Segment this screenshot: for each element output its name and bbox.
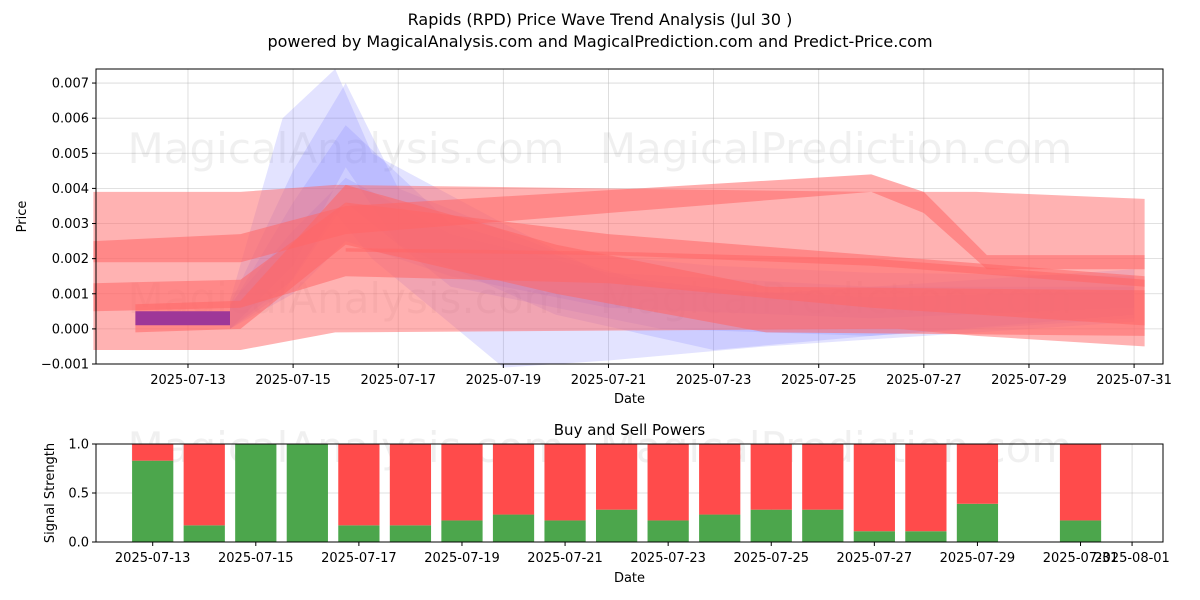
buy-bar (1059, 520, 1102, 542)
x-axis-label: Date (614, 392, 645, 407)
y-tick-label: 0.006 (52, 112, 89, 127)
buy-bar (905, 531, 947, 542)
buy-bar (235, 444, 277, 542)
x-tick-label: 2025-07-23 (676, 373, 752, 388)
sell-bar (183, 444, 225, 526)
x-tick-label: 2025-07-19 (424, 551, 500, 566)
y-tick-label: 0.002 (52, 252, 89, 267)
buy-bar (544, 520, 586, 542)
x-tick-label: 2025-07-15 (255, 373, 331, 388)
chart-title: Rapids (RPD) Price Wave Trend Analysis (… (407, 10, 793, 29)
buy-bar (441, 520, 483, 542)
y-axis-label: Price (15, 201, 30, 233)
sell-bar (699, 444, 741, 515)
sell-bar (956, 444, 999, 504)
buy-bar (699, 514, 741, 542)
sell-bar (544, 444, 586, 521)
x-tick-label: 2025-07-13 (150, 373, 226, 388)
buy-bar (802, 509, 844, 542)
y-tick-label: 0.005 (52, 147, 89, 162)
x-tick-label: 2025-07-31 (1096, 373, 1172, 388)
sell-bar (647, 444, 689, 521)
buy-bar (132, 460, 174, 542)
watermark-text: MagicalAnalysis.com (128, 124, 565, 173)
sell-bar (389, 444, 432, 526)
buy-bar (595, 509, 638, 542)
x-tick-label: 2025-08-01 (1094, 551, 1170, 566)
y-tick-label: 0.0 (68, 536, 89, 551)
y-tick-label: 0.004 (52, 182, 89, 197)
x-tick-label: 2025-07-15 (218, 551, 294, 566)
price-wave-chart: MagicalAnalysis.com MagicalPrediction.com… (15, 68, 1172, 407)
chart-subtitle: powered by MagicalAnalysis.com and Magic… (267, 32, 933, 51)
sell-bar (595, 444, 638, 510)
sell-bar (750, 444, 792, 510)
red-wave-band (135, 184, 1145, 336)
x-tick-label: 2025-07-29 (991, 373, 1067, 388)
y-tick-label: 0.003 (52, 217, 89, 232)
y-tick-label: 0.5 (68, 487, 89, 502)
x-tick-label: 2025-07-17 (321, 551, 397, 566)
y-axis-label: Signal Strength (43, 443, 58, 543)
sell-bar (905, 444, 947, 532)
buy-bar (183, 525, 225, 542)
sell-bar (132, 444, 174, 461)
y-tick-label: 1.0 (68, 438, 89, 453)
buy-bar (853, 531, 895, 542)
sell-bar (853, 444, 895, 532)
x-tick-label: 2025-07-29 (940, 551, 1016, 566)
buy-bar (956, 503, 999, 542)
x-tick-label: 2025-07-23 (630, 551, 706, 566)
red-wave-band (93, 174, 1145, 270)
buy-bar (338, 525, 380, 542)
sell-bar (802, 444, 844, 510)
x-axis-label: Date (614, 571, 645, 586)
watermark-text: MagicalPrediction.com (600, 124, 1073, 173)
y-tick-label: 0.000 (52, 322, 89, 337)
sell-bar (492, 444, 535, 515)
buy-sell-title: Buy and Sell Powers (554, 421, 706, 439)
y-tick-label: 0.001 (52, 287, 89, 302)
x-tick-label: 2025-07-25 (781, 373, 857, 388)
sell-bar (441, 444, 483, 521)
y-tick-label: 0.007 (52, 77, 89, 92)
buy-bar (389, 525, 432, 542)
x-tick-label: 2025-07-21 (571, 373, 647, 388)
x-tick-label: 2025-07-13 (115, 551, 191, 566)
buy-bar (492, 514, 535, 542)
y-tick-label: −0.001 (41, 358, 89, 373)
plot-frame (95, 68, 1164, 365)
x-tick-label: 2025-07-21 (527, 551, 603, 566)
x-tick-label: 2025-07-19 (466, 373, 542, 388)
x-tick-label: 2025-07-27 (837, 551, 913, 566)
buy-bar (647, 520, 689, 542)
red-wave-band (345, 248, 1145, 287)
buy-bar (286, 444, 328, 542)
buy-bar (750, 509, 792, 542)
x-tick-label: 2025-07-27 (886, 373, 962, 388)
sell-bar (1059, 444, 1102, 521)
buy-sell-chart: MagicalAnalysis.comMagicalPrediction.com… (43, 421, 1170, 586)
x-tick-label: 2025-07-31 (1043, 551, 1119, 566)
x-tick-label: 2025-07-17 (360, 373, 436, 388)
x-tick-label: 2025-07-25 (733, 551, 809, 566)
sell-bar (338, 444, 380, 526)
